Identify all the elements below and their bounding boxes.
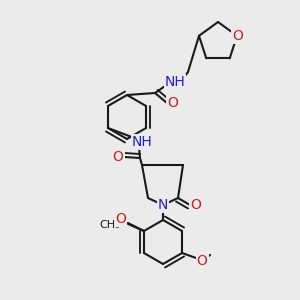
- Text: O: O: [112, 150, 123, 164]
- Text: NH: NH: [165, 75, 185, 89]
- Text: O: O: [196, 254, 208, 268]
- Text: O: O: [116, 212, 126, 226]
- Text: O: O: [232, 29, 244, 43]
- Text: NH: NH: [132, 135, 152, 149]
- Text: O: O: [190, 198, 201, 212]
- Text: N: N: [158, 198, 168, 212]
- Text: O: O: [112, 216, 123, 230]
- Text: O: O: [168, 96, 178, 110]
- Text: CH₃: CH₃: [100, 220, 120, 230]
